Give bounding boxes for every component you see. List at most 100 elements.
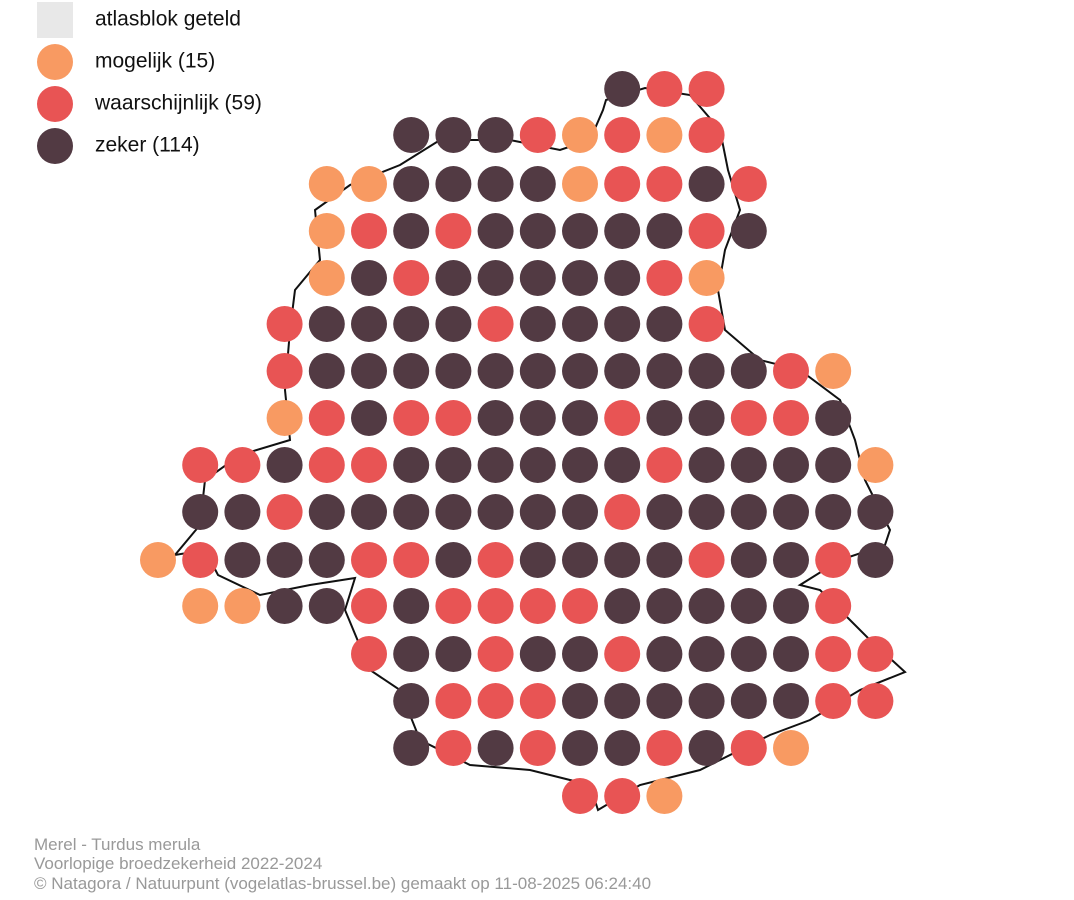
atlas-block-dot [562, 213, 598, 249]
legend-swatch [37, 86, 73, 122]
atlas-block-dot [435, 542, 472, 578]
atlas-block-dot [773, 730, 809, 766]
footer-line: Voorlopige broedzekerheid 2022-2024 [34, 854, 322, 873]
atlas-block-dot [562, 730, 598, 766]
atlas-block-dot [604, 353, 641, 389]
atlas-block-dot [646, 353, 683, 389]
atlas-block-dot [519, 306, 556, 342]
atlas-block-dot [519, 213, 556, 249]
atlas-block-dot [393, 636, 430, 672]
atlas-block-dot [351, 213, 387, 249]
atlas-block-dot [266, 353, 303, 389]
atlas-block-dot [815, 588, 852, 624]
atlas-block-dot [730, 494, 767, 530]
atlas-block-dot [688, 683, 725, 719]
atlas-block-dot [435, 353, 472, 389]
atlas-block-dot [308, 306, 345, 342]
atlas-block-dot [393, 353, 430, 389]
atlas-block-dot [435, 117, 472, 153]
atlas-block-dot [519, 636, 556, 672]
atlas-block-dot [857, 636, 894, 672]
atlas-block-dot [308, 353, 345, 389]
atlas-block-dot [140, 542, 176, 578]
atlas-block-dot [604, 260, 641, 296]
atlas-block-dot [604, 778, 641, 814]
atlas-block-dot [224, 447, 261, 483]
atlas-block-dot [773, 683, 809, 719]
atlas-block-dot [519, 400, 556, 436]
atlas-block-dot [393, 588, 430, 624]
atlas-block-dot [562, 494, 598, 530]
atlas-block-dot [773, 400, 809, 436]
atlas-block-dot [688, 306, 725, 342]
atlas-block-dot [435, 306, 472, 342]
atlas-block-dot [435, 730, 472, 766]
atlas-block-dot [519, 353, 556, 389]
atlas-block-dot [604, 542, 641, 578]
legend-label: mogelijk (15) [95, 50, 215, 73]
atlas-block-dot [688, 636, 725, 672]
atlas-block-dot [688, 588, 725, 624]
atlas-block-dot [688, 494, 725, 530]
footer-line: Merel - Turdus merula [34, 835, 201, 854]
atlas-block-dot [562, 447, 598, 483]
atlas-block-dot [646, 71, 683, 107]
atlas-block-dot [562, 260, 598, 296]
atlas-block-dot [393, 683, 430, 719]
atlas-block-dot [266, 306, 303, 342]
atlas-block-dot [477, 636, 514, 672]
atlas-block-dot [393, 306, 430, 342]
atlas-block-dot [646, 588, 683, 624]
atlas-block-dot [730, 166, 767, 202]
atlas-block-dot [646, 213, 683, 249]
atlas-block-dot [393, 542, 430, 578]
atlas-block-dot [562, 306, 598, 342]
atlas-block-dot [477, 588, 514, 624]
atlas-block-dot [730, 213, 767, 249]
atlas-block-dot [477, 306, 514, 342]
atlas-block-dot [646, 494, 683, 530]
atlas-block-dot [646, 683, 683, 719]
atlas-block-dot [688, 400, 725, 436]
atlas-block-dot [562, 683, 598, 719]
atlas-block-dot [266, 588, 303, 624]
atlas-block-dot [604, 447, 641, 483]
atlas-block-dot [730, 683, 767, 719]
legend-label: atlasblok geteld [95, 8, 241, 31]
atlas-block-dot [562, 166, 598, 202]
atlas-block-dot [308, 494, 345, 530]
atlas-block-dot [857, 494, 894, 530]
atlas-block-dot [477, 213, 514, 249]
atlas-block-dot [351, 588, 387, 624]
legend-label: waarschijnlijk (59) [94, 92, 262, 115]
atlas-block-dot [519, 117, 556, 153]
atlas-block-dot [688, 260, 725, 296]
atlas-block-dot [393, 447, 430, 483]
atlas-block-dot [519, 730, 556, 766]
atlas-block-dot [730, 353, 767, 389]
atlas-block-dot [688, 213, 725, 249]
atlas-block-dot [351, 447, 387, 483]
atlas-block-dot [182, 588, 219, 624]
atlas-block-dot [773, 542, 809, 578]
atlas-block-dot [182, 542, 219, 578]
atlas-block-dot [393, 213, 430, 249]
atlas-block-dot [435, 588, 472, 624]
atlas-block-dot [604, 306, 641, 342]
atlas-block-dot [646, 447, 683, 483]
atlas-block-dot [477, 542, 514, 578]
atlas-block-dot [815, 683, 852, 719]
legend-swatch [37, 2, 73, 38]
atlas-block-dot [646, 260, 683, 296]
atlas-block-dot [646, 306, 683, 342]
atlas-block-dot [646, 778, 683, 814]
atlas-block-dot [477, 683, 514, 719]
atlas-block-dot [477, 494, 514, 530]
atlas-block-dot [477, 447, 514, 483]
atlas-block-dot [519, 166, 556, 202]
atlas-block-dot [266, 400, 303, 436]
atlas-block-dot [308, 400, 345, 436]
atlas-block-dot [224, 542, 261, 578]
atlas-block-dot [393, 494, 430, 530]
